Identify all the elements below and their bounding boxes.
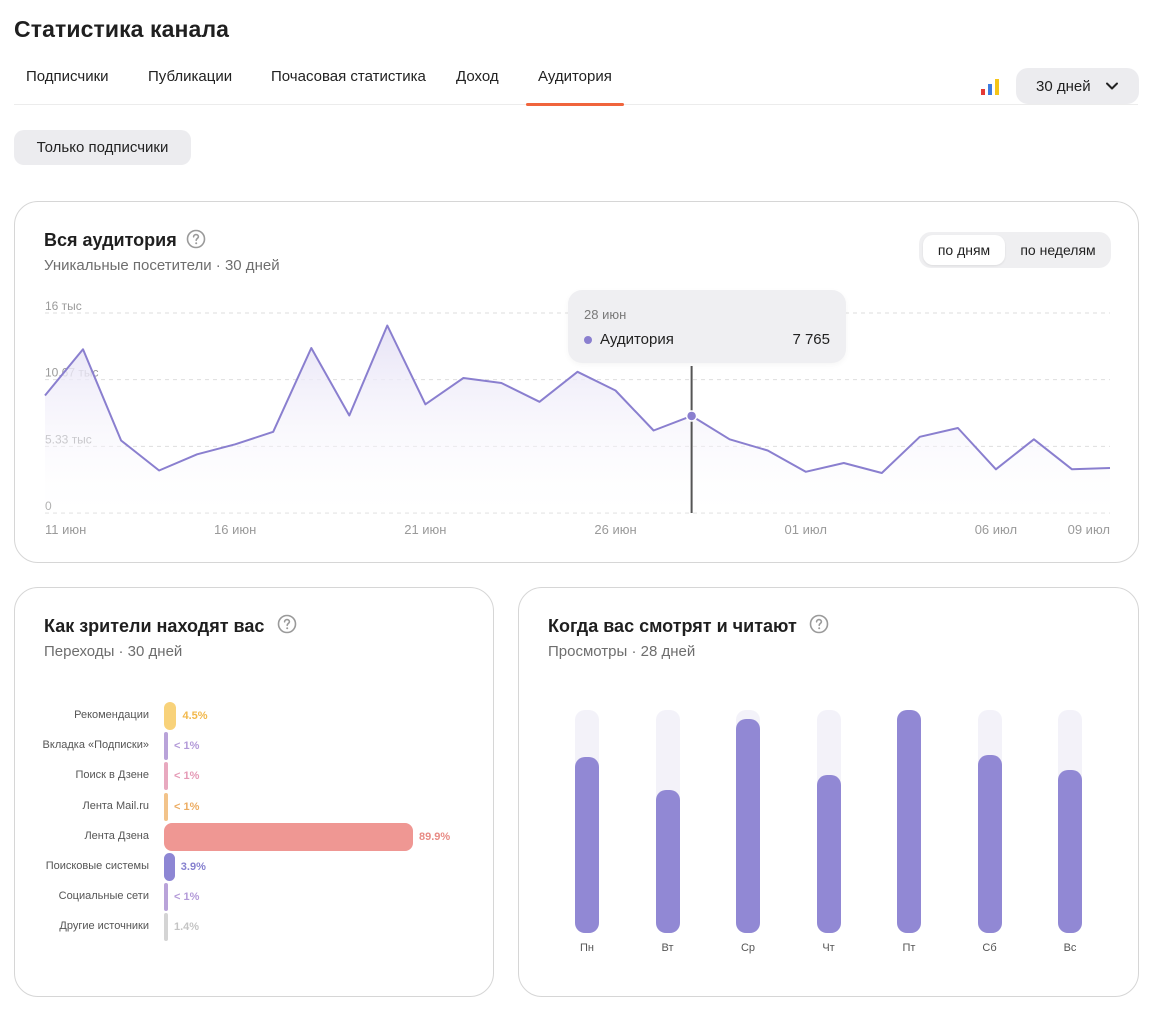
subscribers-only-filter[interactable]: Только подписчики — [14, 130, 191, 165]
help-icon[interactable] — [186, 229, 206, 249]
day-bar[interactable] — [977, 754, 1002, 933]
x-tick-label: 26 июн — [594, 522, 636, 537]
day-label: Пн — [580, 942, 594, 954]
tab-audience[interactable]: Аудитория — [526, 68, 624, 106]
weekdays-card: Когда вас смотрят и читают Просмотры · 2… — [518, 587, 1139, 997]
source-label: Лента Дзена — [84, 829, 149, 842]
source-label: Социальные сети — [58, 890, 149, 903]
tooltip-series-name: Аудитория — [600, 331, 674, 348]
day-bar[interactable] — [736, 718, 760, 933]
day-bar[interactable] — [655, 790, 680, 933]
help-icon[interactable] — [809, 614, 829, 634]
toggle-by-days[interactable]: по дням — [923, 235, 1005, 265]
x-tick-label: 11 июн — [45, 522, 86, 537]
x-tick-label: 01 июл — [785, 522, 827, 537]
series-area — [45, 325, 1110, 513]
sources-title: Как зрители находят вас — [44, 616, 265, 636]
source-bar[interactable] — [164, 913, 168, 942]
sources-chart: Рекомендации 4.5% Вкладка «Подписки» < 1% По… — [15, 588, 493, 996]
weekdays-subtitle: Просмотры · 28 дней — [548, 643, 696, 660]
source-label: Вкладка «Подписки» — [42, 739, 149, 752]
source-value-label: < 1% — [174, 800, 200, 813]
period-dropdown[interactable]: 30 дней — [1016, 68, 1139, 104]
audience-card: Вся аудитория Уникальные посетители · 30… — [14, 201, 1139, 563]
day-label: Ср — [740, 942, 756, 954]
hover-point — [685, 410, 698, 422]
source-value-label: 3.9% — [180, 861, 206, 873]
source-value-label: 89.9% — [419, 830, 451, 843]
chevron-down-icon — [1106, 82, 1118, 90]
day-label: Пт — [902, 942, 916, 954]
x-tick-label: 21 июн — [404, 522, 446, 537]
granularity-toggle: по дням по неделям — [919, 232, 1111, 268]
source-value-label: 1.4% — [174, 921, 200, 934]
source-value-label: 4.5% — [182, 710, 208, 722]
tab-income[interactable]: Доход — [456, 68, 499, 85]
source-label: Поисковые системы — [45, 860, 149, 872]
series-line — [44, 324, 1111, 474]
x-tick-label: 16 июн — [214, 522, 256, 537]
tab-bar: Подписчики Публикации Почасовая статисти… — [14, 56, 1138, 106]
day-bar[interactable] — [816, 774, 841, 933]
sources-card: Как зрители находят вас Переходы · 30 дн… — [14, 587, 494, 997]
source-label: Поиск в Дзене — [75, 769, 149, 782]
source-bar[interactable] — [164, 762, 168, 791]
source-label: Другие источники — [59, 920, 149, 933]
tooltip-value: 7 765 — [792, 331, 830, 348]
y-tick-label: 16 тыс — [45, 299, 82, 313]
source-bar[interactable] — [164, 853, 175, 881]
day-bar[interactable] — [575, 756, 599, 933]
weekdays-chart: Пн Вт Ср Чт Пт Сб Вс — [519, 588, 1138, 996]
tab-subscribers[interactable]: Подписчики — [26, 68, 109, 85]
period-value: 30 дней — [1036, 77, 1091, 95]
source-value-label: < 1% — [174, 740, 200, 753]
day-label: Сб — [982, 942, 997, 954]
chart-tooltip: 28 июн Аудитория 7 765 — [568, 290, 846, 363]
tooltip-series-dot — [584, 336, 592, 344]
x-tick-label: 06 июл — [975, 522, 1017, 537]
day-bar[interactable] — [897, 710, 921, 933]
x-tick-label: 09 июл — [1068, 522, 1110, 537]
tab-hourly-stats[interactable]: Почасовая статистика — [271, 68, 426, 85]
tab-publications[interactable]: Публикации — [148, 68, 233, 85]
day-label: Чт — [822, 942, 835, 954]
source-bar[interactable] — [164, 792, 168, 821]
day-bar[interactable] — [1058, 770, 1082, 933]
bar-chart-icon[interactable] — [980, 78, 1000, 96]
day-label: Вс — [1063, 942, 1077, 954]
source-value-label: < 1% — [174, 891, 200, 904]
source-bar[interactable] — [164, 732, 168, 761]
source-value-label: < 1% — [174, 770, 200, 783]
tooltip-date: 28 июн — [584, 307, 627, 322]
source-bar[interactable] — [164, 883, 168, 912]
help-icon[interactable] — [277, 614, 297, 634]
source-bar[interactable] — [164, 702, 177, 730]
audience-title: Вся аудитория — [44, 230, 177, 250]
source-bar[interactable] — [164, 822, 413, 851]
sources-subtitle: Переходы · 30 дней — [44, 643, 183, 660]
day-label: Вт — [661, 942, 674, 954]
page-title: Статистика канала — [14, 16, 230, 42]
toggle-by-weeks[interactable]: по неделям — [1020, 242, 1096, 258]
audience-subtitle: Уникальные посетители · 30 дней — [44, 257, 280, 274]
source-label: Лента Mail.ru — [82, 799, 149, 812]
source-label: Рекомендации — [74, 709, 149, 721]
weekdays-title: Когда вас смотрят и читают — [548, 616, 797, 636]
